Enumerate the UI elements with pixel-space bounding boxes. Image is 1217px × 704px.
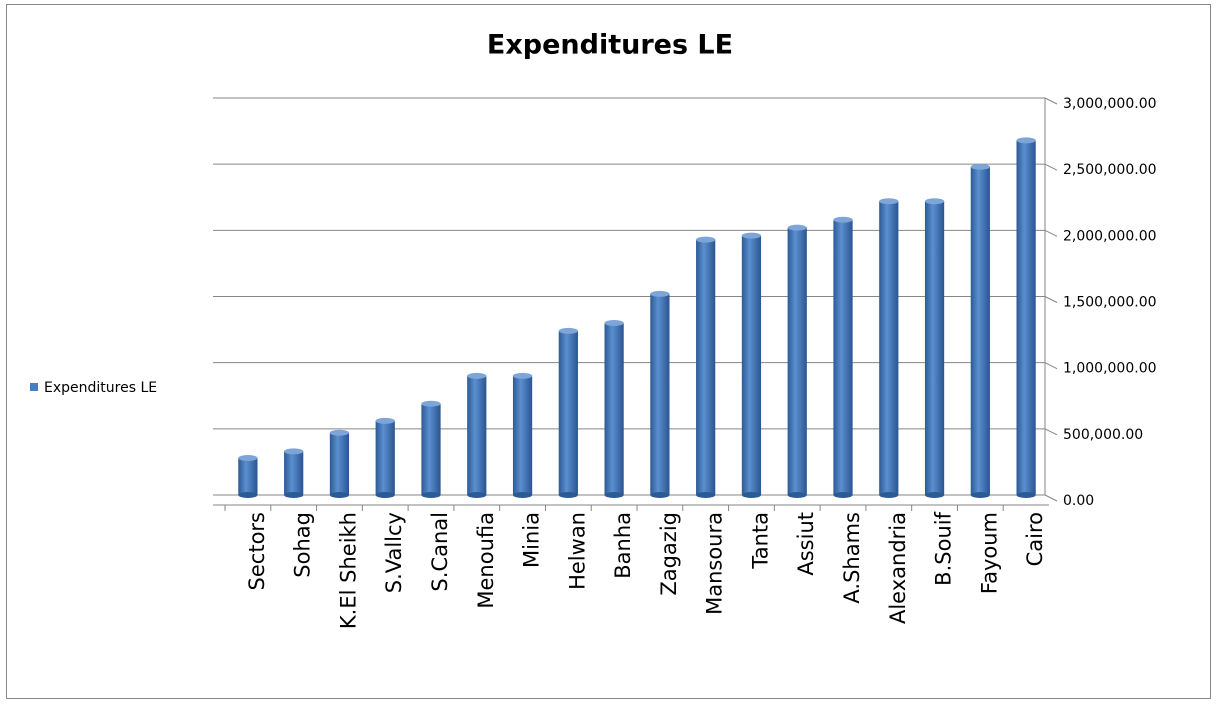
x-tick-label: A.Shams	[840, 512, 864, 604]
x-tick-label: Menoufia	[474, 512, 498, 609]
y-tick	[1044, 296, 1058, 303]
legend-swatch	[30, 383, 38, 391]
bar	[787, 227, 807, 496]
bar-cap	[558, 327, 578, 334]
y-tick-label: 1,000,000.00	[1063, 361, 1157, 377]
bar-base	[329, 492, 350, 498]
bar-base	[924, 492, 945, 498]
bar-cap	[833, 216, 853, 223]
bar	[512, 375, 533, 495]
bar-cap	[238, 454, 258, 461]
bar-base	[787, 492, 807, 498]
y-tick-label: 2,500,000.00	[1063, 162, 1157, 178]
bar	[375, 420, 395, 495]
x-tick-label: S.Canal	[428, 512, 452, 592]
x-tick-label: Mansoura	[703, 512, 727, 615]
y-tick	[1044, 229, 1058, 237]
bar-base	[741, 492, 762, 498]
y-tick	[1044, 362, 1058, 370]
bar	[1016, 140, 1036, 495]
bar-base	[970, 492, 990, 498]
bar-base	[284, 492, 304, 498]
bar-base	[558, 492, 578, 498]
bar-cap	[329, 429, 350, 436]
bar-cap	[650, 290, 670, 297]
bar-base	[696, 492, 716, 498]
y-tick	[1044, 97, 1058, 105]
bar	[284, 451, 304, 495]
bar-cap	[924, 198, 945, 205]
bar-base	[375, 492, 395, 498]
bar-base	[833, 492, 853, 498]
x-tick-label: S.Vallcy	[382, 512, 406, 593]
bar-base	[238, 492, 258, 498]
bar-cap	[421, 400, 441, 407]
x-tick-label: Zagazig	[657, 512, 681, 596]
y-tick	[1044, 163, 1058, 171]
bar-cap	[741, 232, 762, 239]
bar-cap	[375, 417, 395, 424]
x-tick-label: Tanta	[748, 512, 772, 570]
bar-cap	[696, 236, 716, 243]
bar-cap	[284, 448, 304, 455]
y-tick-label: 1,500,000.00	[1063, 295, 1157, 311]
x-tick-label: B.Souif	[932, 511, 956, 585]
bar	[604, 322, 624, 495]
x-tick-label: Cairo	[1023, 512, 1047, 566]
bar	[970, 166, 990, 495]
x-tick-label: Banha	[611, 512, 635, 579]
bar-base	[421, 492, 441, 498]
x-tick-label: Sectors	[245, 512, 269, 590]
x-tick-label: Alexandria	[886, 512, 910, 624]
y-tick-label: 3,000,000.00	[1063, 96, 1157, 112]
x-tick-label: Assiut	[794, 512, 818, 576]
x-tick-label: K.El Sheikh	[336, 512, 360, 629]
bar	[879, 201, 899, 495]
bar	[238, 457, 258, 495]
bar-base	[1016, 492, 1036, 498]
bar-base	[467, 492, 487, 498]
bar-cap	[970, 163, 990, 170]
bar	[924, 201, 945, 495]
x-tick-label: Fayoum	[977, 512, 1001, 594]
bar-cap	[467, 372, 487, 379]
x-tick-label: Sohag	[291, 512, 315, 578]
x-tick-label: Minia	[520, 512, 544, 568]
y-tick-label: 2,000,000.00	[1063, 228, 1157, 244]
bar	[741, 235, 762, 496]
y-tick-label: 0.00	[1063, 493, 1094, 509]
y-tick	[1044, 494, 1058, 502]
y-tick	[1044, 428, 1058, 436]
bar-cap	[879, 198, 899, 205]
bar	[558, 330, 578, 495]
bar	[421, 403, 441, 495]
y-tick-label: 500,000.00	[1063, 427, 1143, 443]
bar	[696, 239, 716, 495]
bar-cap	[1016, 137, 1036, 144]
chart-title: Expenditures LE	[487, 30, 733, 61]
x-tick-label: Helwan	[565, 512, 589, 590]
bar	[467, 375, 487, 495]
bar-base	[879, 492, 899, 498]
bar	[329, 432, 350, 495]
bar-base	[650, 492, 670, 498]
bar	[650, 293, 670, 495]
bar-cap	[787, 224, 807, 231]
bar-cap	[512, 372, 533, 379]
bar-base	[512, 492, 533, 498]
legend-label: Expenditures LE	[44, 380, 157, 396]
bar	[833, 219, 853, 495]
bar-base	[604, 492, 624, 498]
bar-cap	[604, 319, 624, 326]
